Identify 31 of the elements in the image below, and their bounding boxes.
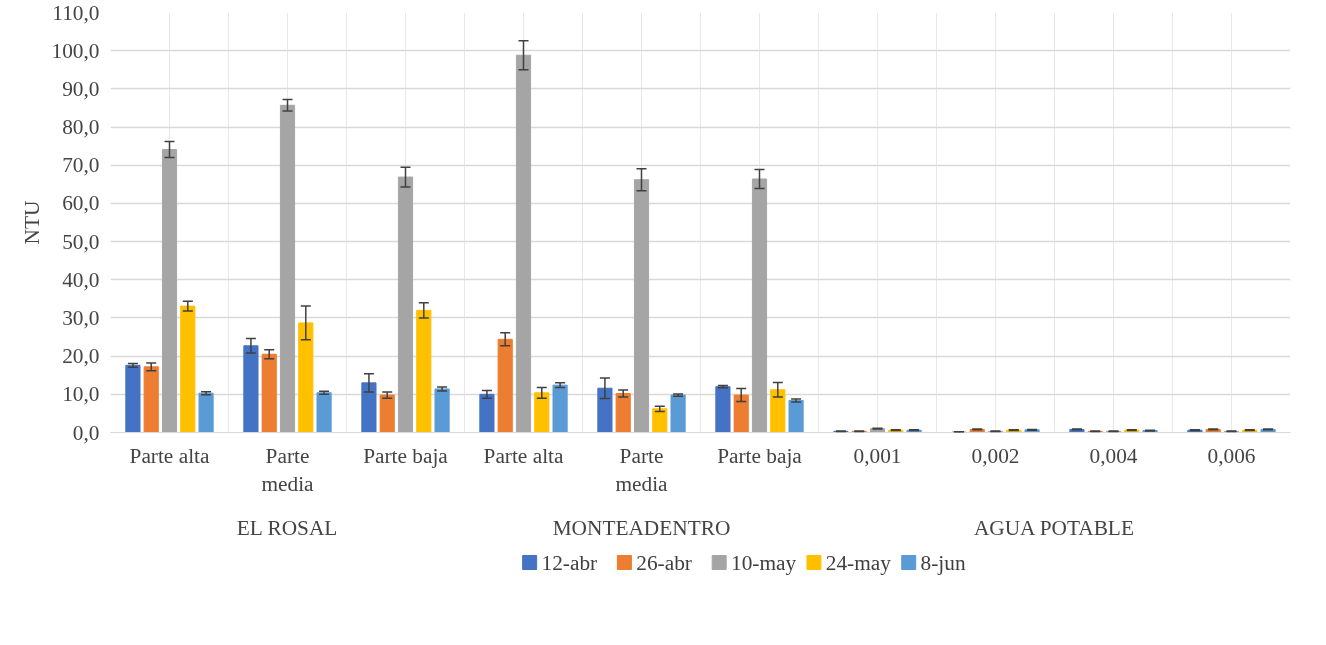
legend-label: 12-abr bbox=[541, 550, 598, 575]
y-tick-label: 10,0 bbox=[62, 382, 100, 407]
x-tick-label: Parte alta bbox=[483, 443, 564, 468]
x-tick-label: 0,002 bbox=[971, 443, 1020, 468]
text: MONTEADENTRO bbox=[552, 515, 731, 540]
legend-label: 26-abr bbox=[636, 550, 692, 575]
legend-label: 24-may bbox=[825, 550, 892, 575]
y-tick-label: 0,0 bbox=[72, 420, 100, 445]
y-tick-label: 80,0 bbox=[62, 115, 100, 140]
legend-label: 10-may bbox=[731, 550, 797, 575]
text: EL ROSAL bbox=[236, 515, 338, 540]
x-tick-label: 0,006 bbox=[1207, 443, 1256, 468]
x-tick-label: Parte media bbox=[615, 443, 669, 497]
y-tick-label: 40,0 bbox=[62, 267, 100, 292]
y-tick-label: 30,0 bbox=[62, 305, 100, 330]
x-tick-label: 0,004 bbox=[1089, 443, 1138, 468]
y-tick-label: 110,0 bbox=[52, 0, 100, 25]
y-tick-label: 100,0 bbox=[51, 38, 100, 63]
x-tick-label: Parte baja bbox=[363, 443, 449, 468]
x-tick-label: Parte media bbox=[261, 443, 315, 497]
y-tick-label: 90,0 bbox=[62, 76, 100, 101]
x-tick-label: Parte alta bbox=[129, 443, 210, 468]
y-axis-title: NTU bbox=[19, 200, 44, 245]
y-tick-label: 60,0 bbox=[62, 191, 100, 216]
legend-label: 8-jun bbox=[920, 550, 966, 575]
x-tick-label: Parte baja bbox=[717, 443, 803, 468]
y-tick-label: 50,0 bbox=[62, 229, 100, 254]
y-tick-label: 70,0 bbox=[62, 153, 100, 178]
x-tick-label: 0,001 bbox=[853, 443, 902, 468]
y-tick-label: 20,0 bbox=[62, 344, 100, 369]
text: AGUA POTABLE bbox=[973, 515, 1134, 540]
